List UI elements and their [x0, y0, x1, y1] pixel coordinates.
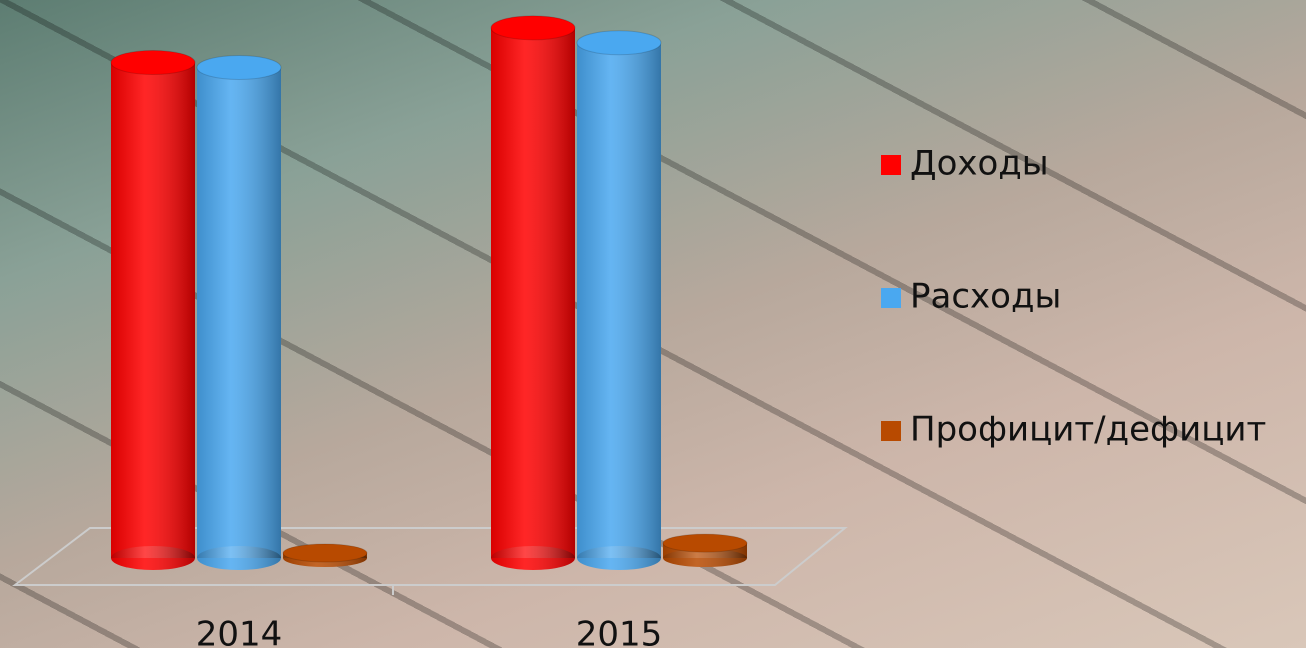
cylinder: [197, 56, 281, 571]
cylinder: [577, 31, 661, 570]
cylinder-shade-bottom: [577, 546, 661, 570]
legend-label: Профицит/дефицит: [910, 410, 1266, 450]
legend-swatch: [881, 155, 901, 175]
cylinder-shade: [577, 43, 661, 558]
cylinder-shade-bottom: [491, 546, 575, 570]
cylinder-top: [577, 31, 661, 55]
cylinder-top: [491, 16, 575, 40]
cylinder-shade-bottom: [197, 546, 281, 570]
cylinder-shade: [111, 63, 195, 558]
cylinder-shade-bottom: [111, 546, 195, 570]
legend-label: Доходы: [910, 144, 1049, 184]
cylinder: [663, 534, 747, 567]
legend-swatch: [881, 421, 901, 441]
cylinder: [111, 51, 195, 570]
x-tick-label: 2015: [576, 615, 663, 648]
x-tick-label: 2014: [196, 615, 283, 648]
cylinder-top: [283, 544, 367, 562]
legend-swatch: [881, 288, 901, 308]
cylinder-shade: [197, 68, 281, 559]
chart: 2014 2015 Доходы Расходы Профицит/дефицит: [0, 0, 1306, 648]
legend-label: Расходы: [910, 277, 1061, 317]
cylinder-top: [197, 56, 281, 80]
cylinder-top: [111, 51, 195, 75]
cylinder: [283, 544, 367, 567]
cylinder-shade: [491, 28, 575, 558]
cylinder-top: [663, 534, 747, 552]
cylinder: [491, 16, 575, 570]
